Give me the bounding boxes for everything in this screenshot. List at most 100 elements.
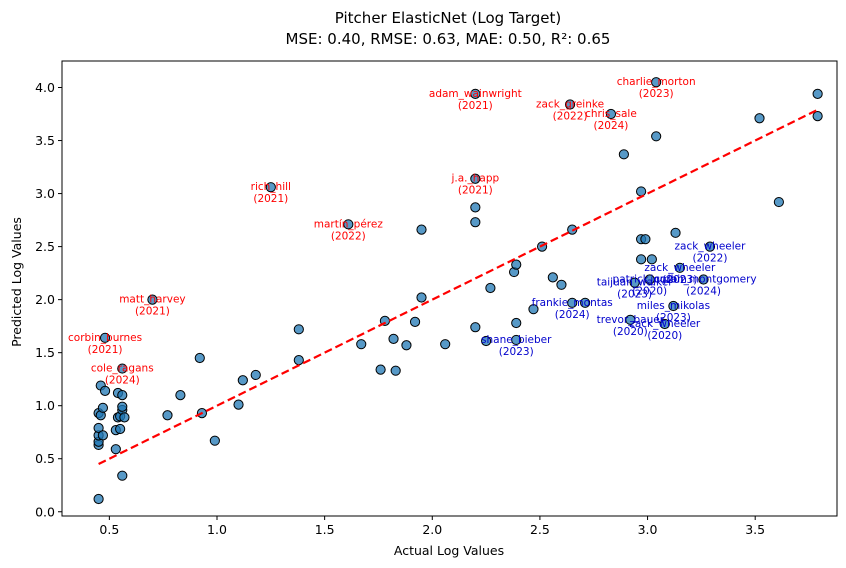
data-point bbox=[704, 241, 716, 252]
data-point bbox=[416, 224, 427, 235]
y-tick-label: 3.5 bbox=[35, 133, 55, 148]
annotation-name: patrick_corbin bbox=[613, 273, 687, 285]
annotation-year: (2021) bbox=[458, 100, 493, 112]
y-tick-label: 0.0 bbox=[35, 504, 55, 519]
annotation-name: shane_bieber bbox=[481, 334, 552, 346]
chart-subtitle: MSE: 0.40, RMSE: 0.63, MAE: 0.50, R²: 0.… bbox=[286, 30, 611, 48]
annotation-name: chris_sale bbox=[585, 108, 637, 120]
data-point bbox=[640, 234, 651, 245]
annotation-year: (2024) bbox=[686, 285, 721, 297]
plot-area: rich_hill(2021)martín_pérez(2022)matt_ha… bbox=[68, 76, 823, 505]
data-point bbox=[659, 318, 670, 330]
data-point bbox=[636, 186, 647, 197]
data-point bbox=[547, 272, 558, 283]
annotation-year: (2023) bbox=[617, 289, 652, 301]
annotation-name: zack_wheeler bbox=[644, 262, 716, 274]
annotation-name: zack_wheeler bbox=[675, 241, 747, 253]
data-point bbox=[147, 294, 158, 305]
annotation-year: (2023) bbox=[639, 88, 674, 100]
annotation-year: (2020) bbox=[647, 330, 682, 342]
data-point bbox=[117, 389, 128, 401]
data-point bbox=[470, 173, 481, 184]
data-point bbox=[119, 412, 130, 423]
data-point bbox=[646, 254, 657, 265]
data-point bbox=[343, 219, 354, 230]
data-point bbox=[511, 317, 522, 329]
data-point bbox=[356, 339, 367, 350]
annotation-name: rich_hill bbox=[251, 181, 291, 193]
annotation-name: taijuan_walker bbox=[597, 277, 673, 289]
data-point bbox=[629, 277, 640, 288]
annotation-name: jordan_montgomery bbox=[649, 273, 756, 285]
data-point bbox=[175, 389, 186, 401]
data-point bbox=[233, 399, 244, 410]
annotation-year: (2022) bbox=[331, 230, 366, 242]
annotation-year: (2023) bbox=[499, 346, 534, 358]
data-point bbox=[293, 354, 304, 366]
data-point bbox=[528, 304, 539, 315]
annotation-name: trevor_bauer bbox=[597, 314, 665, 326]
data-point bbox=[97, 430, 109, 441]
data-point bbox=[567, 297, 578, 308]
y-tick-label: 4.0 bbox=[35, 80, 55, 95]
y-tick-label: 0.5 bbox=[35, 451, 55, 466]
data-point bbox=[674, 262, 685, 273]
x-tick-label: 1.5 bbox=[315, 522, 335, 537]
data-point bbox=[470, 217, 481, 228]
data-point bbox=[99, 332, 111, 343]
data-point bbox=[644, 274, 655, 285]
data-point bbox=[580, 297, 591, 308]
annotation-year: (2021) bbox=[135, 306, 170, 318]
annotation-name: j.a._happ bbox=[450, 173, 499, 185]
y-tick-label: 1.0 bbox=[35, 398, 55, 413]
data-point bbox=[670, 227, 681, 238]
data-point bbox=[511, 334, 522, 346]
annotation-year: (2024) bbox=[593, 120, 628, 132]
y-tick-label: 2.0 bbox=[35, 292, 55, 307]
data-point bbox=[99, 385, 111, 396]
annotation-year: (2023) bbox=[662, 274, 697, 286]
data-point bbox=[470, 202, 481, 213]
data-point bbox=[390, 365, 401, 376]
data-point bbox=[237, 375, 248, 386]
data-point bbox=[481, 335, 492, 347]
data-point bbox=[485, 282, 496, 294]
data-point bbox=[117, 401, 128, 412]
x-tick-label: 3.0 bbox=[638, 522, 658, 537]
data-point bbox=[93, 493, 104, 505]
x-tick-label: 0.5 bbox=[99, 522, 119, 537]
data-point bbox=[564, 99, 576, 110]
data-point bbox=[773, 196, 784, 208]
x-axis-label: Actual Log Values bbox=[394, 543, 504, 558]
data-point bbox=[115, 423, 126, 435]
reference-line bbox=[98, 108, 819, 466]
x-tick-label: 1.0 bbox=[207, 522, 227, 537]
data-point bbox=[93, 422, 104, 434]
annotation-year: (2023) bbox=[656, 312, 691, 324]
data-point bbox=[388, 333, 399, 344]
annotation-year: (2024) bbox=[555, 309, 590, 321]
data-point bbox=[698, 274, 709, 285]
data-point bbox=[209, 435, 220, 446]
data-point bbox=[618, 149, 629, 160]
data-point bbox=[754, 113, 765, 124]
data-point bbox=[625, 314, 636, 325]
annotation-name: adam_wainwright bbox=[429, 88, 522, 100]
x-tick-label: 2.0 bbox=[422, 522, 442, 537]
data-point bbox=[416, 292, 427, 303]
y-tick-label: 2.5 bbox=[35, 239, 55, 254]
data-point bbox=[511, 259, 522, 270]
data-point bbox=[293, 324, 304, 335]
data-point bbox=[812, 111, 823, 122]
chart-title: Pitcher ElasticNet (Log Target) bbox=[335, 9, 561, 27]
annotation-year: (2021) bbox=[88, 344, 123, 356]
annotation-name: miles_mikolas bbox=[637, 300, 710, 312]
data-point bbox=[470, 88, 481, 99]
y-axis-label: Predicted Log Values bbox=[9, 217, 24, 347]
data-point bbox=[651, 131, 662, 142]
data-point bbox=[194, 352, 205, 364]
annotation-year: (2020) bbox=[632, 285, 667, 297]
data-point bbox=[409, 316, 421, 328]
data-point bbox=[250, 369, 261, 381]
